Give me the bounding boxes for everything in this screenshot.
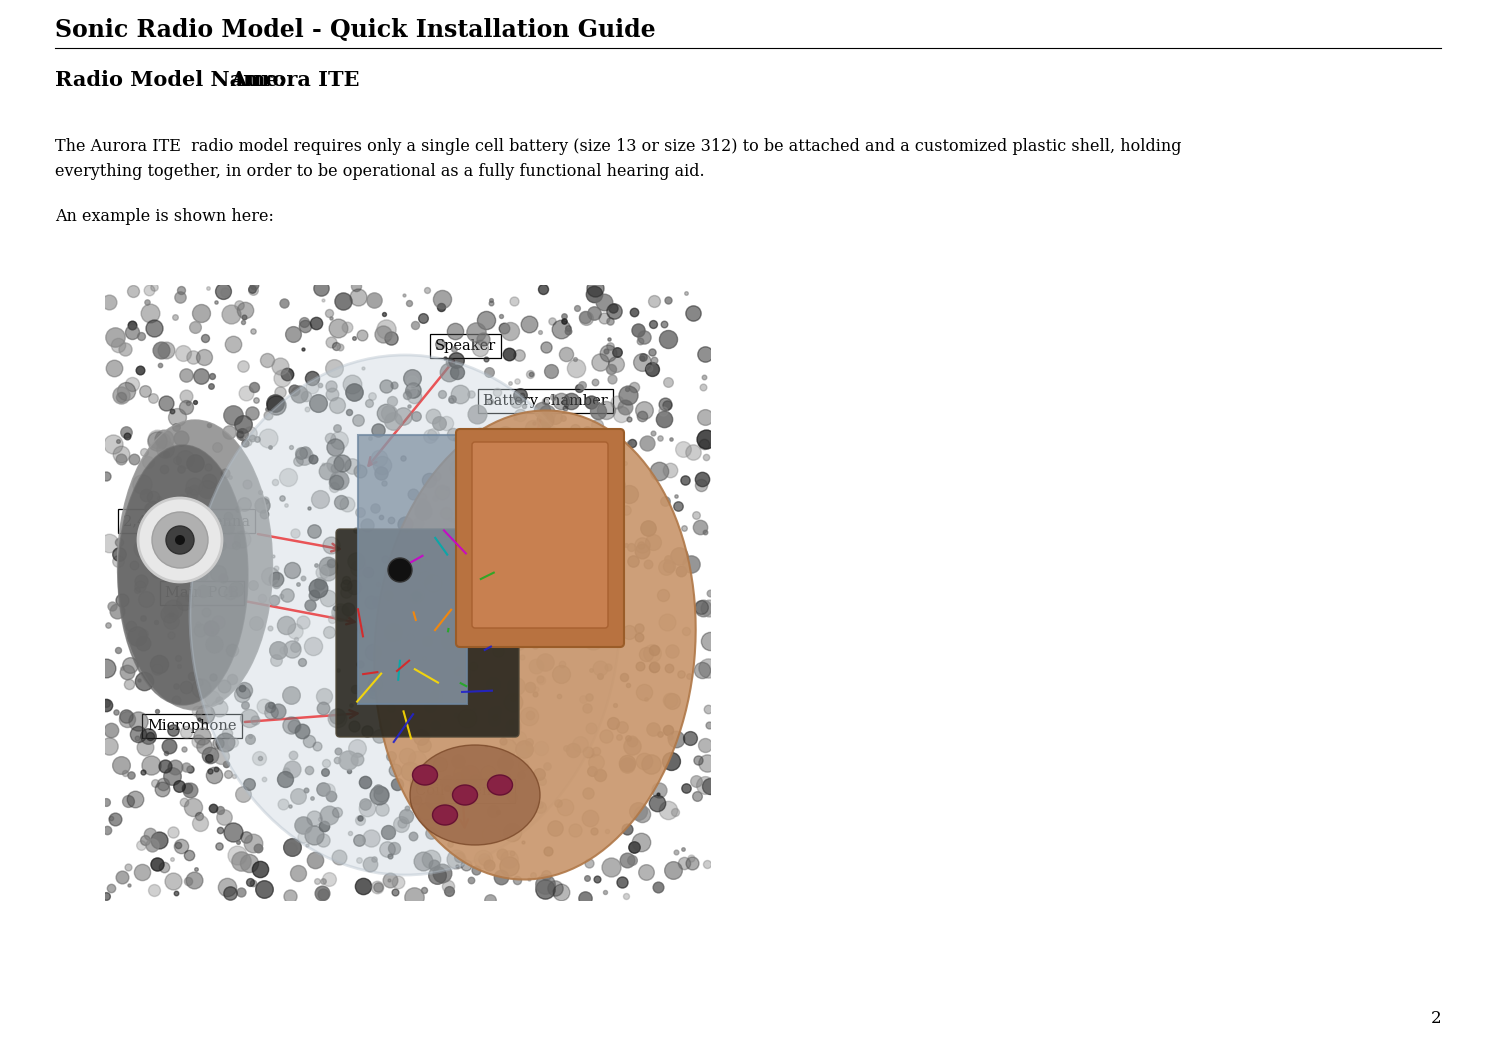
FancyBboxPatch shape: [456, 429, 624, 647]
Text: Microphone: Microphone: [147, 710, 358, 733]
Ellipse shape: [117, 445, 248, 705]
Ellipse shape: [374, 410, 695, 879]
Text: Sonic Radio Model - Quick Installation Guide: Sonic Radio Model - Quick Installation G…: [55, 18, 655, 42]
Text: Microphone: Microphone: [495, 532, 584, 589]
Text: Battery chamber: Battery chamber: [483, 394, 608, 490]
Ellipse shape: [453, 785, 477, 805]
Ellipse shape: [190, 355, 620, 875]
Circle shape: [138, 498, 221, 582]
Circle shape: [152, 512, 208, 569]
Text: everything together, in order to be operational as a fully functional hearing ai: everything together, in order to be oper…: [55, 163, 704, 180]
Ellipse shape: [117, 420, 272, 710]
Text: An example is shown here:: An example is shown here:: [55, 208, 273, 225]
Ellipse shape: [413, 765, 437, 785]
Text: 2,4 GHz Antenna: 2,4 GHz Antenna: [123, 514, 339, 552]
Text: Aurora ITE: Aurora ITE: [230, 70, 360, 90]
Circle shape: [175, 535, 184, 545]
Text: Coil antenna: Coil antenna: [415, 784, 510, 827]
FancyBboxPatch shape: [473, 442, 608, 628]
Text: 2: 2: [1431, 1010, 1441, 1027]
Ellipse shape: [410, 745, 539, 845]
FancyBboxPatch shape: [358, 435, 467, 704]
Ellipse shape: [432, 805, 458, 825]
Circle shape: [388, 558, 412, 582]
Ellipse shape: [487, 775, 513, 795]
Text: The Aurora ITE  radio model requires only a single cell battery (size 13 or size: The Aurora ITE radio model requires only…: [55, 138, 1181, 155]
FancyBboxPatch shape: [336, 529, 519, 737]
Text: Main PCB: Main PCB: [165, 586, 355, 624]
Text: Speaker: Speaker: [369, 339, 496, 466]
Circle shape: [166, 526, 195, 554]
Text: Radio Model Name:: Radio Model Name:: [55, 70, 287, 90]
